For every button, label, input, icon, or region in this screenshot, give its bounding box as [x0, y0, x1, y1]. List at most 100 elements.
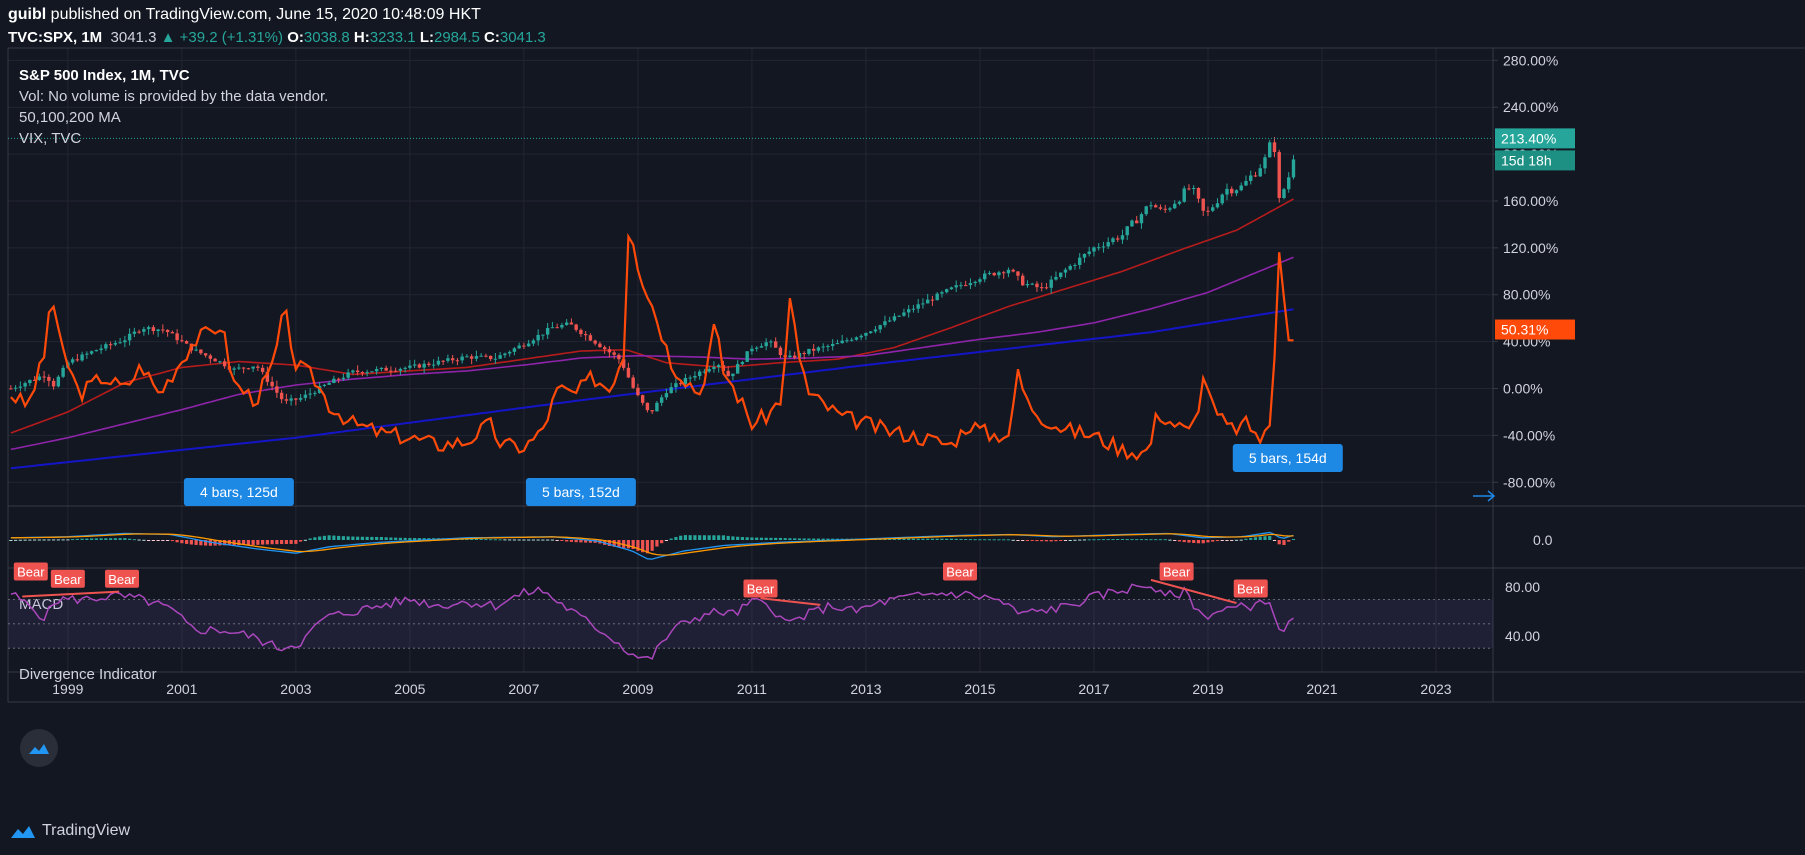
measure-label[interactable]: 5 bars, 154d	[1232, 444, 1343, 472]
macd-histogram-bar	[99, 538, 103, 540]
tradingview-badge[interactable]	[20, 729, 58, 767]
macd-histogram-bar	[945, 538, 949, 540]
bear-label[interactable]: Bear	[50, 569, 85, 588]
price-axis-label: 80.00%	[1503, 287, 1550, 303]
bear-label[interactable]: Bear	[1159, 562, 1194, 581]
measure-label-bg	[525, 478, 636, 506]
macd-histogram-bar	[118, 538, 122, 540]
candle	[973, 281, 977, 284]
macd-histogram-bar	[294, 540, 298, 544]
price-axis-label: -80.00%	[1503, 474, 1555, 490]
bear-label[interactable]: Bear	[942, 562, 977, 581]
macd-histogram-bar	[1277, 540, 1281, 545]
macd-histogram-bar	[531, 539, 536, 541]
macd-histogram-bar	[327, 535, 331, 540]
countdown-badge-text: 15d 18h	[1501, 152, 1552, 168]
macd-histogram-bar	[688, 535, 692, 540]
bear-label[interactable]: Bear	[13, 562, 48, 581]
candle	[465, 356, 469, 358]
macd-histogram-bar	[949, 538, 954, 540]
rsi-pane	[8, 578, 1493, 660]
countdown-badge[interactable]: 15d 18h	[1495, 150, 1575, 171]
candle	[194, 349, 198, 351]
macd-histogram-bar	[508, 539, 512, 541]
candle	[1135, 220, 1139, 224]
macd-histogram-bar	[750, 537, 754, 540]
macd-histogram-bar	[151, 540, 155, 541]
candle	[588, 335, 593, 341]
vix-price-badge-bg	[1495, 319, 1575, 340]
macd-histogram-bar	[579, 540, 583, 543]
candle	[1220, 194, 1224, 204]
macd-histogram-bar	[498, 539, 502, 541]
macd-histogram-bar	[907, 538, 911, 540]
macd-histogram-bar	[1287, 540, 1291, 542]
candle	[51, 380, 56, 387]
candle	[18, 386, 23, 388]
macd-histogram-bar	[308, 538, 312, 540]
macd-histogram-bar	[1120, 538, 1125, 540]
legend-ma[interactable]: 50,100,200 MA	[19, 109, 121, 126]
candle	[650, 410, 654, 412]
ohlc-line: TVC:SPX, 1M 3041.3 ▲ +39.2 (+1.31%) O:30…	[8, 29, 546, 46]
low-label: L:	[419, 29, 434, 46]
macd-histogram-bar	[736, 536, 740, 540]
candle	[545, 327, 550, 335]
candle	[393, 370, 398, 372]
macd-histogram-bar	[797, 538, 802, 540]
published-text: published on TradingView.com, June 15, 2…	[50, 6, 481, 23]
macd-histogram-bar	[717, 535, 721, 540]
macd-histogram-bar	[351, 536, 355, 540]
legend-vix[interactable]: VIX, TVC	[19, 130, 82, 147]
macd-histogram-bar	[270, 540, 274, 545]
bear-label[interactable]: Bear	[105, 569, 140, 588]
bear-label[interactable]: Bear	[1233, 579, 1268, 598]
legend-volume[interactable]: Vol: No volume is provided by the data v…	[19, 88, 329, 105]
legend-title[interactable]: S&P 500 Index, 1M, TVC	[19, 67, 190, 84]
macd-histogram-bar	[185, 540, 189, 544]
candle	[118, 342, 122, 344]
measure-label[interactable]: 5 bars, 152d	[525, 478, 636, 506]
macd-histogram-bar	[1011, 539, 1015, 541]
bear-label[interactable]: Bear	[743, 579, 778, 598]
candle	[636, 387, 640, 396]
divergence-indicator-label[interactable]: Divergence Indicator	[19, 666, 157, 683]
macd-histogram-bar	[375, 536, 379, 540]
candle	[355, 370, 360, 373]
bear-label-text: Bear	[17, 564, 45, 579]
candle	[1215, 203, 1220, 208]
macd-histogram-bar	[683, 535, 688, 540]
macd-histogram-bar	[826, 538, 830, 540]
macd-histogram-bar	[802, 538, 806, 540]
macd-histogram-bar	[427, 538, 431, 540]
candle	[389, 370, 393, 372]
candle	[42, 376, 46, 378]
candle	[778, 347, 783, 356]
macd-histogram-bar	[394, 537, 398, 540]
candle	[802, 353, 806, 355]
macd-histogram-bar	[902, 538, 906, 540]
candle	[678, 383, 683, 385]
footer-brand[interactable]: TradingView	[10, 822, 130, 840]
time-axis-label: 2009	[622, 681, 653, 697]
candle	[987, 272, 992, 274]
macd-histogram-bar	[1206, 540, 1210, 543]
macd-pane-label[interactable]: MACD	[19, 596, 63, 613]
symbol-label[interactable]: TVC:SPX, 1M	[8, 29, 103, 46]
candle	[631, 377, 635, 388]
low-value: 2984.5	[433, 29, 480, 46]
candle	[693, 375, 697, 378]
candle	[944, 289, 949, 293]
candle	[849, 339, 854, 341]
candle	[265, 371, 270, 382]
vix-price-badge[interactable]: 50.31%	[1495, 319, 1575, 340]
bear-label-text: Bear	[747, 582, 775, 597]
candle	[1154, 205, 1158, 208]
measure-label[interactable]: 4 bars, 125d	[183, 478, 294, 506]
countdown-badge-bg	[1495, 150, 1575, 171]
author-name[interactable]: guibl	[8, 6, 47, 23]
candle	[754, 347, 759, 349]
candle	[906, 309, 911, 313]
last-price-badge[interactable]: 213.40%	[1495, 128, 1575, 149]
